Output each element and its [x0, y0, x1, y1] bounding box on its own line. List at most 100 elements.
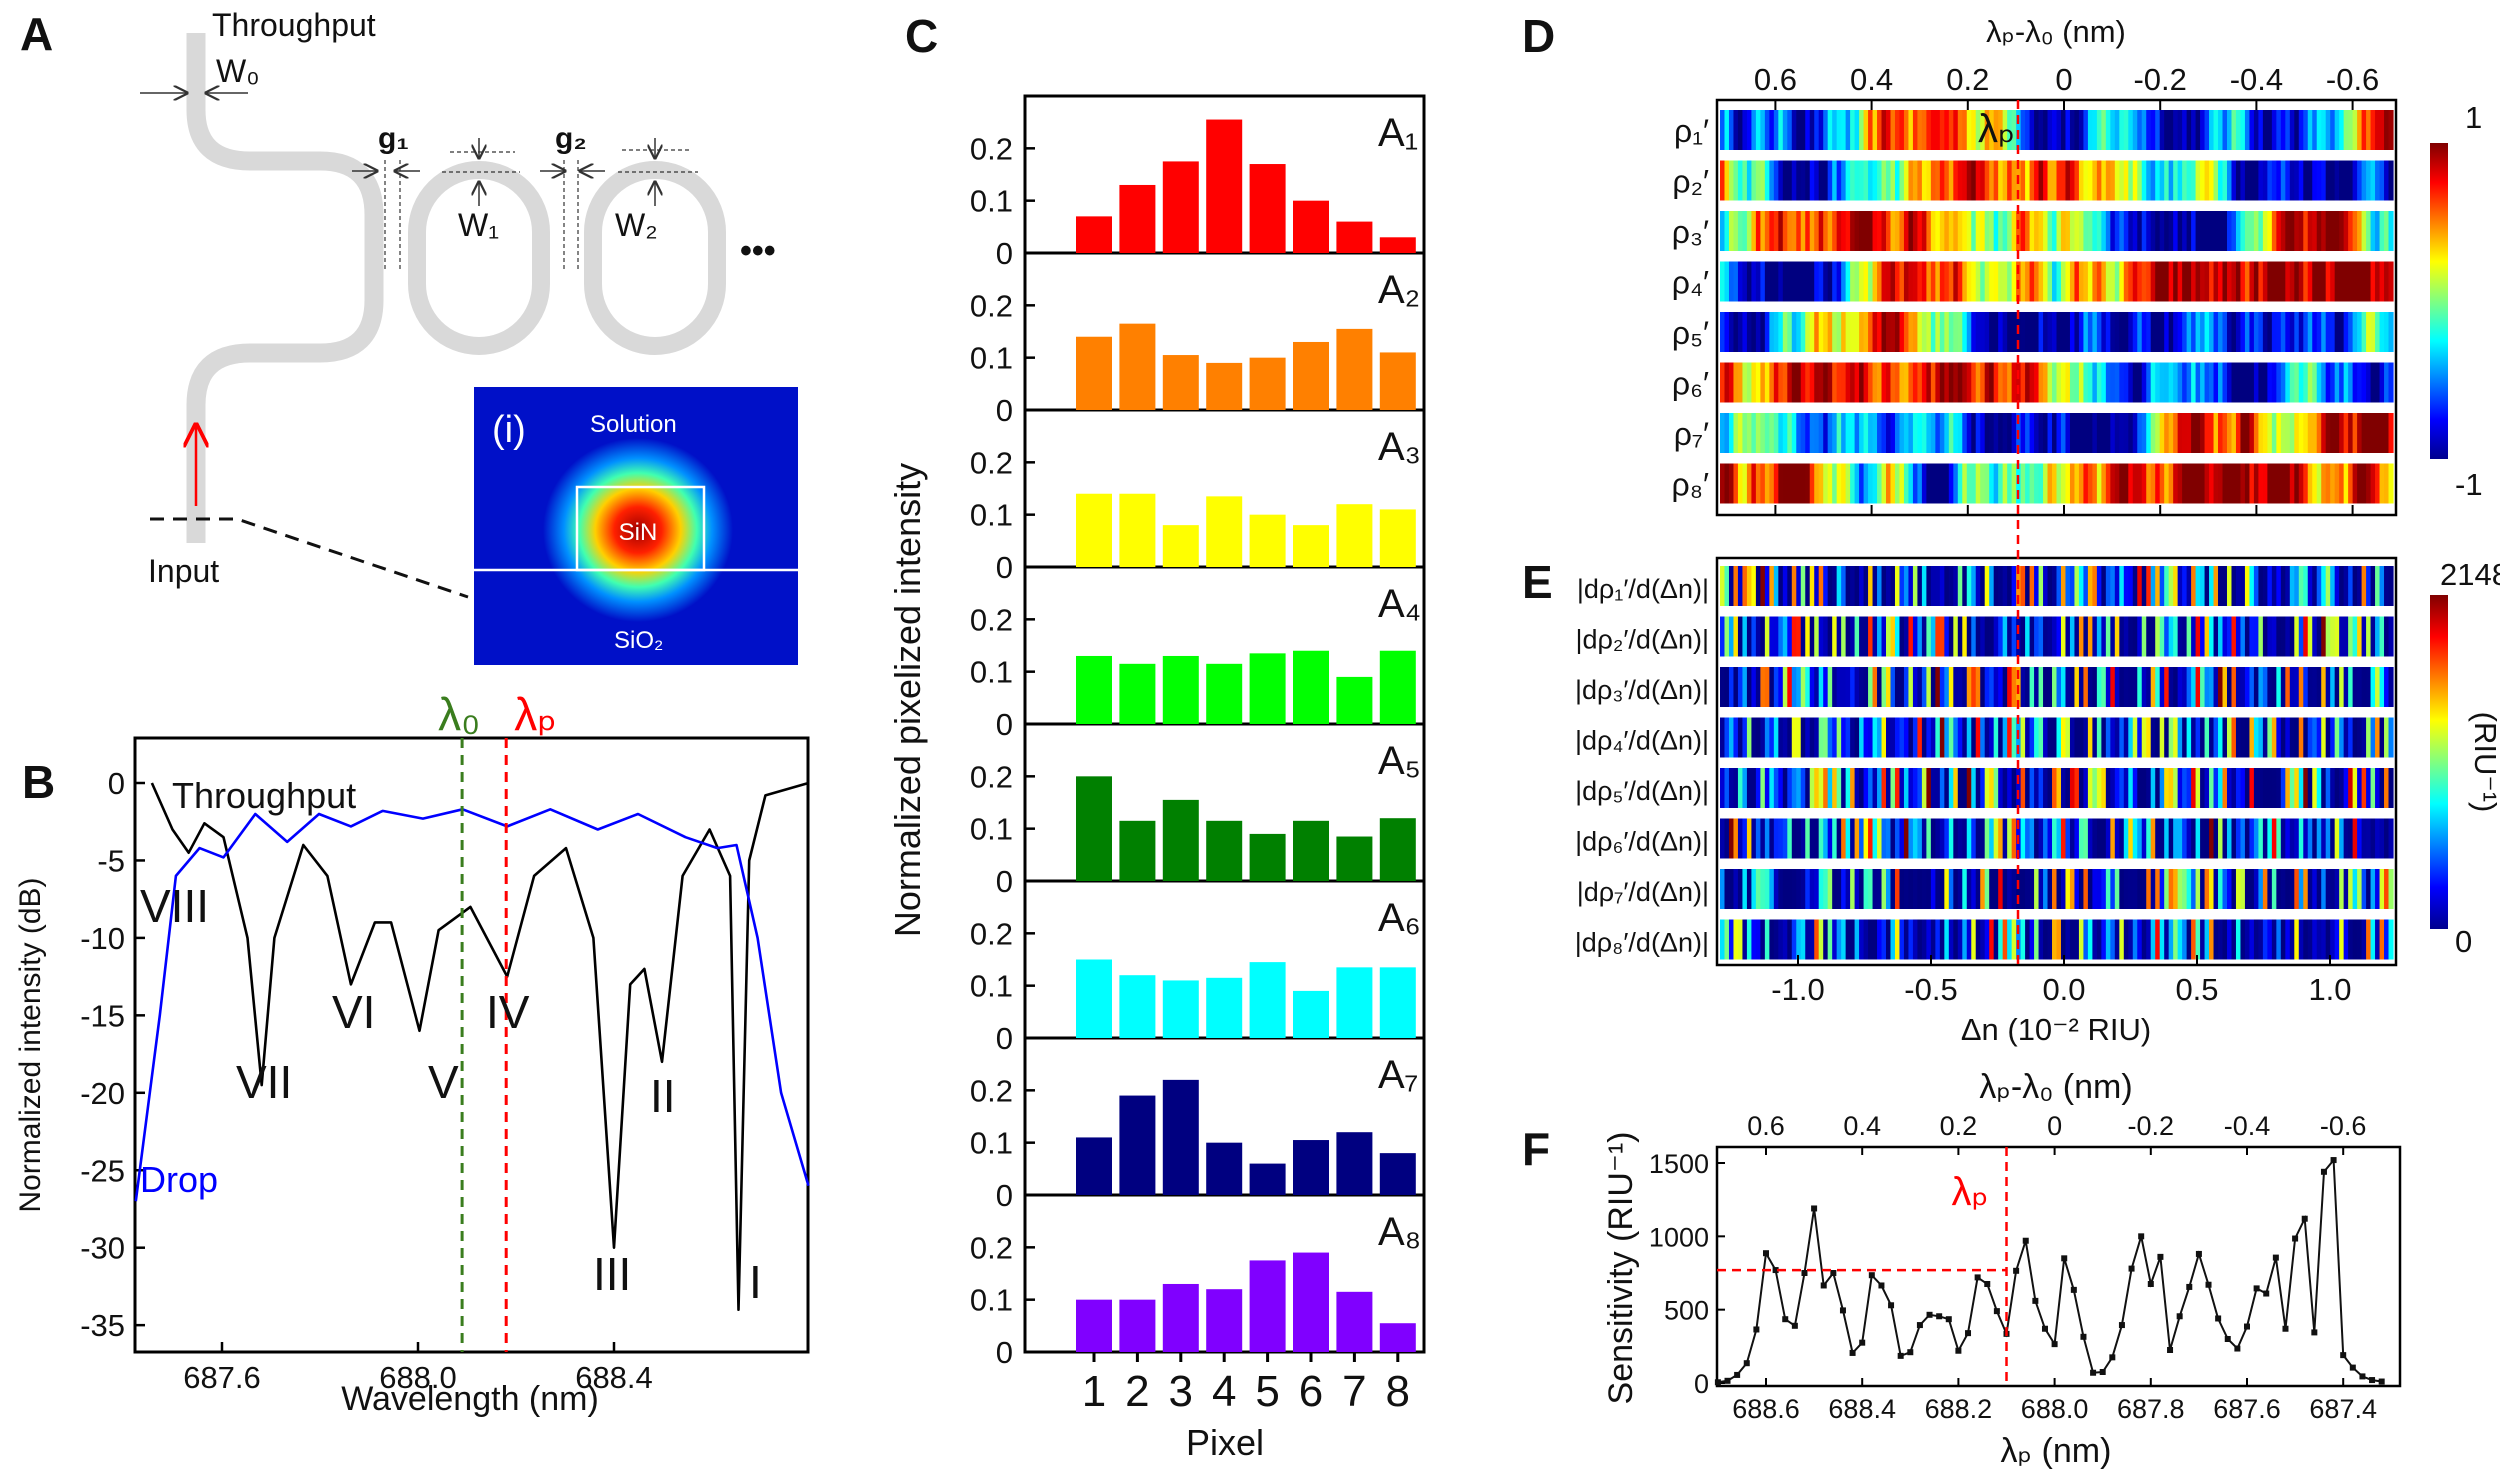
heatmap-cell	[1971, 110, 1977, 150]
bar	[1379, 818, 1416, 881]
heatmap-cell	[2110, 768, 2116, 808]
heatmap-cell	[1764, 919, 1770, 960]
bar	[1206, 1142, 1243, 1195]
heatmap-cell	[2119, 566, 2125, 606]
heatmap-cell	[2092, 362, 2098, 403]
heatmap-cell	[2388, 413, 2394, 453]
heatmap-cell	[2186, 211, 2192, 251]
bar	[1249, 962, 1286, 1038]
heatmap-cell	[2173, 463, 2179, 504]
cross-section-dashed-line	[150, 517, 469, 599]
heatmap-cell	[2182, 312, 2188, 352]
heatmap-cell	[2047, 919, 2053, 960]
heatmap-cell	[2168, 667, 2174, 707]
heatmap-cell	[2271, 717, 2277, 758]
heatmap-cell	[2123, 768, 2129, 808]
heatmap-cell	[2366, 818, 2372, 859]
heatmap-cell	[1733, 667, 1739, 707]
heatmap-cell	[2218, 818, 2224, 859]
heatmap-cell	[2244, 211, 2251, 251]
heatmap-cell	[1850, 616, 1856, 657]
heatmap-cell	[1908, 717, 1914, 758]
heatmap-cell	[2388, 869, 2394, 909]
heatmap-cell	[1899, 211, 1905, 251]
heatmap-cell	[1728, 667, 1735, 707]
heatmap-cell	[1989, 110, 1995, 150]
heatmap-cell	[2285, 717, 2291, 758]
heatmap-cell	[2119, 160, 2125, 201]
heatmap-cell	[1827, 160, 1833, 201]
bar	[1162, 980, 1199, 1038]
data-point	[1714, 1379, 1721, 1386]
heatmap-cell	[2047, 768, 2053, 808]
heatmap-cell	[1877, 413, 1883, 453]
heatmap-row-5	[1720, 768, 2394, 808]
data-point	[2320, 1168, 2327, 1175]
heatmap-cell	[1737, 566, 1744, 606]
bar	[1162, 655, 1199, 724]
heatmap-cell	[1908, 211, 1914, 251]
heatmap-cell	[2025, 160, 2031, 201]
heatmap-cell	[1751, 261, 1757, 302]
heatmap-cell	[1742, 717, 1748, 758]
heatmap-cell	[2375, 717, 2381, 758]
heatmap-cell	[2339, 261, 2345, 302]
data-point	[1782, 1316, 1789, 1323]
heatmap-cell	[2352, 667, 2358, 707]
heatmap-cell	[1818, 110, 1824, 150]
heatmap-cell	[2150, 919, 2156, 960]
heatmap-cell	[2043, 869, 2049, 909]
heatmap-cell	[1886, 362, 1892, 403]
heatmap-cell	[2348, 160, 2354, 201]
y-tick-label: 0.1	[970, 1126, 1013, 1161]
heatmap-cell	[1975, 110, 1981, 150]
heatmap-cell	[1760, 667, 1766, 707]
heatmap-cell	[2110, 667, 2116, 707]
y-tick-label: 0.2	[970, 131, 1013, 166]
heatmap-cell	[2074, 362, 2080, 403]
heatmap-cell	[2325, 667, 2331, 707]
heatmap-cell	[2078, 160, 2085, 201]
heatmap-cell	[2325, 211, 2331, 251]
heatmap-cell	[2285, 616, 2291, 657]
heatmap-cell	[2078, 211, 2085, 251]
heatmap-cell	[1872, 616, 1878, 657]
heatmap-cell	[1778, 717, 1784, 758]
heatmap-cell	[1993, 566, 1999, 606]
heatmap-cell	[2002, 667, 2008, 707]
heatmap-cell	[1737, 919, 1744, 960]
heatmap-cell	[1917, 261, 1923, 302]
heatmap-cell	[1746, 919, 1753, 960]
heatmap-cell	[2213, 616, 2219, 657]
heatmap-cell	[1742, 362, 1748, 403]
heatmap-cell	[2083, 362, 2089, 403]
heatmap-cell	[2312, 261, 2318, 302]
heatmap-cell	[2271, 211, 2277, 251]
colorbar-max-label: 2148	[2440, 557, 2500, 592]
heatmap-cell	[2249, 566, 2255, 606]
heatmap-cell	[2182, 616, 2188, 657]
subpanel-1: 00.10.2 A₁	[970, 111, 1424, 271]
heatmap-cell	[2083, 463, 2089, 504]
top-tick-label: 0.6	[1754, 62, 1797, 97]
bar	[1379, 650, 1416, 724]
heatmap-cell	[1818, 919, 1824, 960]
heatmap-cell	[2204, 160, 2210, 201]
y-tick-label: 0.1	[970, 1283, 1013, 1318]
heatmap-cell	[1971, 667, 1977, 707]
heatmap-cell	[2074, 818, 2080, 859]
heatmap-cell	[2016, 211, 2022, 251]
heatmap-cell	[1944, 667, 1950, 707]
dip-label: VII	[236, 1056, 292, 1108]
heatmap-cell	[1845, 160, 1851, 201]
heatmap-cell	[2186, 869, 2192, 909]
heatmap-cell	[1872, 768, 1878, 808]
data-point	[2359, 1373, 2366, 1380]
heatmap-cell	[1746, 413, 1753, 453]
heatmap-cell	[2379, 160, 2385, 201]
heatmap-cell	[1966, 261, 1972, 302]
heatmap-cell	[2065, 413, 2071, 453]
heatmap-cell	[1912, 919, 1919, 960]
heatmap-cell	[2110, 160, 2116, 201]
heatmap-cell	[2316, 160, 2322, 201]
